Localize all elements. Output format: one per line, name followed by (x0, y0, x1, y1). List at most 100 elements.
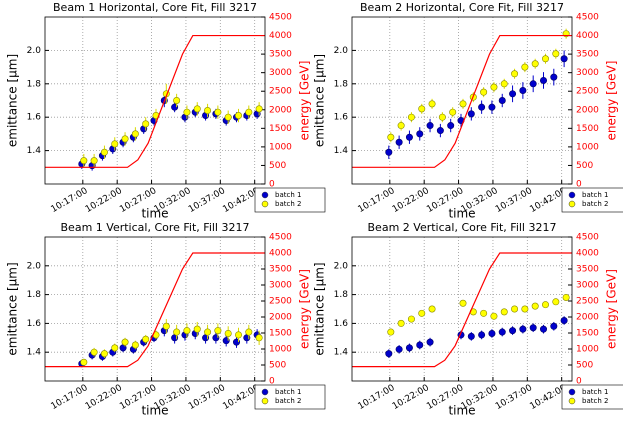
y2-tick-label: 4000 (576, 31, 599, 41)
data-point (488, 103, 496, 111)
y-tick-label: 1.6 (334, 319, 349, 329)
energy-line (45, 252, 265, 368)
y2-tick-label: 500 (269, 161, 286, 171)
x-axis-label: time (448, 207, 475, 221)
y-tick-label: 1.4 (334, 348, 349, 358)
data-point (541, 301, 549, 309)
data-point (100, 148, 108, 156)
data-point (193, 325, 201, 333)
data-point (488, 329, 496, 337)
data-point (509, 90, 517, 98)
subplot: Beam 2 Horizontal, Core Fit, Fill 3217 10… (313, 1, 623, 221)
y2-tick-label: 1500 (269, 329, 292, 339)
data-point (214, 327, 222, 335)
data-point (459, 100, 467, 108)
data-point (385, 350, 393, 358)
y2-tick-label: 500 (576, 361, 593, 371)
x-tick-label: 10:37:00 (494, 186, 534, 215)
data-point (245, 328, 253, 336)
plot-frame (351, 236, 573, 382)
data-point (498, 328, 506, 336)
energy-line (352, 252, 572, 368)
data-point (224, 329, 232, 337)
y2-tick-label: 500 (269, 361, 286, 371)
y2-tick-label: 1500 (576, 124, 599, 134)
legend-marker (261, 397, 269, 405)
data-point (121, 338, 129, 346)
x-tick-label: 10:37:00 (187, 186, 227, 215)
data-point (397, 122, 405, 130)
data-point (449, 108, 457, 116)
data-point (428, 100, 436, 108)
y2-tick-label: 500 (576, 161, 593, 171)
y2-tick-label: 4500 (576, 13, 599, 23)
y2-tick-label: 1500 (269, 124, 292, 134)
y2-axis-label: energy [GeV] (605, 61, 619, 141)
y-axis-label: emittance [μm] (313, 54, 327, 147)
y2-tick-label: 0 (269, 180, 275, 190)
x-tick-label: 10:17:00 (50, 383, 90, 412)
y2-axis-label: energy [GeV] (298, 269, 312, 349)
legend-marker (261, 200, 269, 208)
y2-tick-label: 4000 (269, 249, 292, 259)
y2-tick-label: 2000 (269, 105, 292, 115)
subplot-title: Beam 2 Vertical, Core Fit, Fill 3217 (368, 221, 557, 234)
data-point (511, 305, 519, 313)
subplot: Beam 1 Vertical, Core Fit, Fill 3217 10:1… (6, 221, 326, 418)
x-tick-label: 10:22:00 (391, 186, 431, 215)
y-tick-label: 2.0 (27, 46, 42, 56)
data-point (562, 293, 570, 301)
data-point (511, 70, 519, 78)
data-point (438, 113, 446, 121)
data-point (519, 325, 527, 333)
y2-tick-label: 4000 (269, 31, 292, 41)
energy-line (45, 34, 265, 168)
x-axis-label: time (141, 404, 168, 418)
y2-tick-label: 3500 (269, 265, 292, 275)
data-point (90, 157, 98, 165)
x-tick-label: 10:22:00 (84, 186, 124, 215)
legend-marker (568, 397, 576, 405)
subplot: Beam 2 Vertical, Core Fit, Fill 3217 10:1… (313, 221, 623, 418)
y2-tick-label: 0 (576, 180, 582, 190)
plot-frame (44, 236, 266, 382)
data-point (509, 327, 517, 335)
y2-tick-label: 3500 (576, 265, 599, 275)
data-point (531, 302, 539, 310)
data-point (500, 80, 508, 88)
legend-marker (568, 388, 576, 396)
data-point (121, 135, 129, 143)
data-point (405, 133, 413, 141)
legend-label: batch 2 (582, 200, 608, 208)
data-point (521, 305, 529, 313)
data-point (204, 107, 212, 115)
y2-tick-label: 2500 (576, 297, 599, 307)
data-point (385, 148, 393, 156)
data-point (224, 113, 232, 121)
data-point (142, 120, 150, 128)
data-point (183, 327, 191, 335)
data-point (255, 334, 263, 342)
subplot-title: Beam 1 Vertical, Core Fit, Fill 3217 (61, 221, 250, 234)
y2-axis-label: energy [GeV] (298, 61, 312, 141)
data-point (183, 108, 191, 116)
y-tick-label: 1.4 (27, 348, 42, 358)
y2-tick-label: 3000 (269, 68, 292, 78)
data-point (131, 341, 139, 349)
y2-axis-label: energy [GeV] (605, 269, 619, 349)
data-point (426, 338, 434, 346)
data-point (173, 97, 181, 105)
y-tick-label: 1.4 (27, 146, 42, 156)
y-tick-label: 2.0 (334, 261, 349, 271)
plot-frame (44, 16, 266, 185)
legend-box (254, 187, 326, 213)
data-point (418, 105, 426, 113)
legend-label: batch 2 (275, 397, 301, 405)
legend-marker (568, 191, 576, 199)
legend-label: batch 1 (582, 191, 608, 199)
y2-tick-label: 2500 (269, 297, 292, 307)
legend-label: batch 1 (275, 388, 301, 396)
y-tick-label: 1.8 (27, 290, 42, 300)
